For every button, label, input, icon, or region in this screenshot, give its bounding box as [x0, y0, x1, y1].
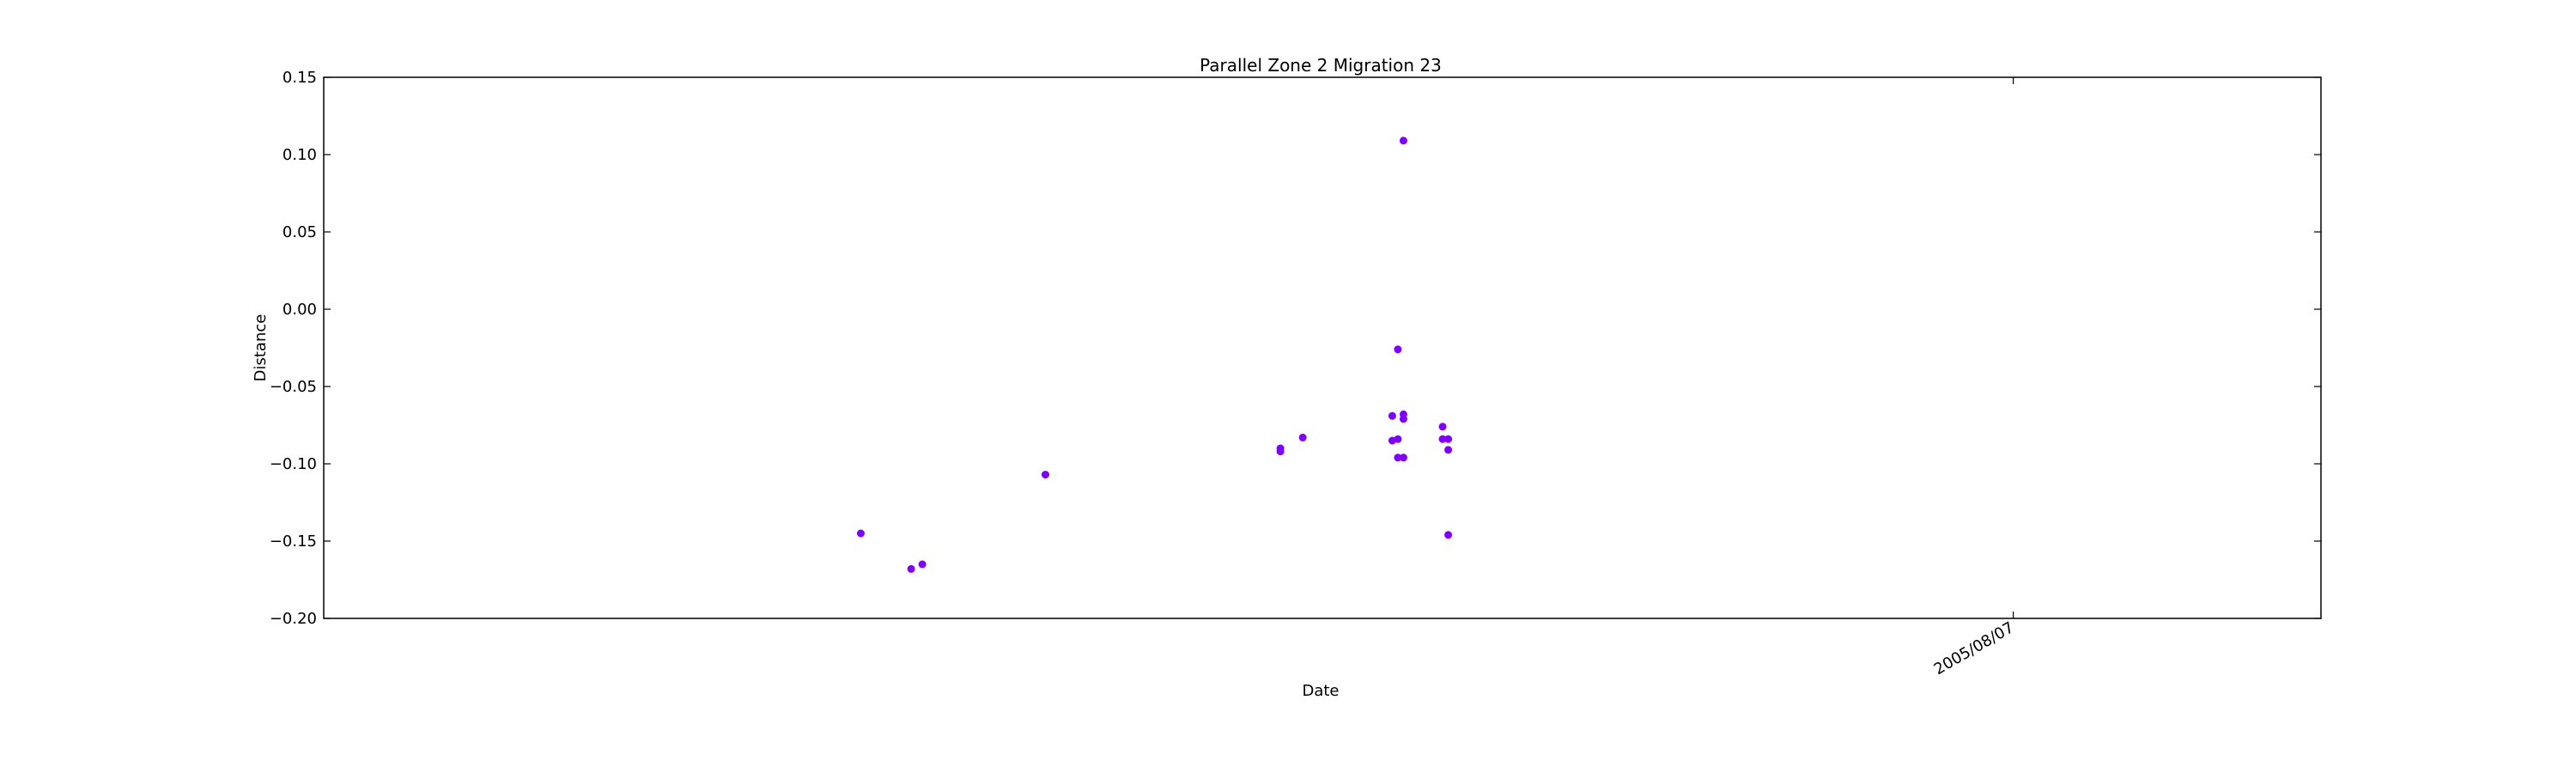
chart-title: Parallel Zone 2 Migration 23	[1200, 55, 1442, 76]
data-point	[1438, 435, 1447, 443]
data-point	[1394, 345, 1402, 354]
data-point	[1276, 447, 1285, 456]
data-point	[1438, 423, 1447, 431]
data-point	[1444, 435, 1453, 443]
data-point	[1399, 137, 1407, 145]
y-tick-label: 0.10	[283, 146, 317, 164]
data-point	[1444, 531, 1453, 539]
data-point	[1298, 433, 1307, 441]
y-tick-label: −0.10	[270, 455, 317, 473]
data-point	[856, 529, 865, 538]
data-point	[1388, 411, 1396, 420]
data-point	[918, 560, 927, 569]
data-point	[1394, 435, 1402, 443]
data-points	[856, 137, 1453, 573]
x-axis-label: Date	[1302, 682, 1339, 700]
data-point	[1399, 415, 1407, 423]
data-point	[1394, 453, 1402, 462]
y-axis-label: Distance	[252, 314, 270, 382]
x-axis: 2005/08/07	[1931, 77, 2017, 679]
y-tick-label: 0.15	[283, 69, 317, 87]
data-point	[1041, 471, 1049, 479]
plot-frame	[323, 76, 2322, 619]
y-axis: 0.15 0.10 0.05 0.00 −0.05 −0.10 −0.15 −0.20	[270, 69, 2321, 628]
y-tick-label: 0.05	[283, 223, 317, 241]
y-tick-label: −0.20	[270, 610, 317, 628]
data-point	[907, 564, 915, 573]
data-point	[1444, 446, 1453, 454]
x-tick-label: 2005/08/07	[1931, 618, 2017, 679]
y-tick-label: −0.15	[270, 533, 317, 551]
data-point	[1399, 453, 1407, 462]
y-tick-label: 0.00	[283, 301, 317, 319]
y-tick-label: −0.05	[270, 378, 317, 396]
